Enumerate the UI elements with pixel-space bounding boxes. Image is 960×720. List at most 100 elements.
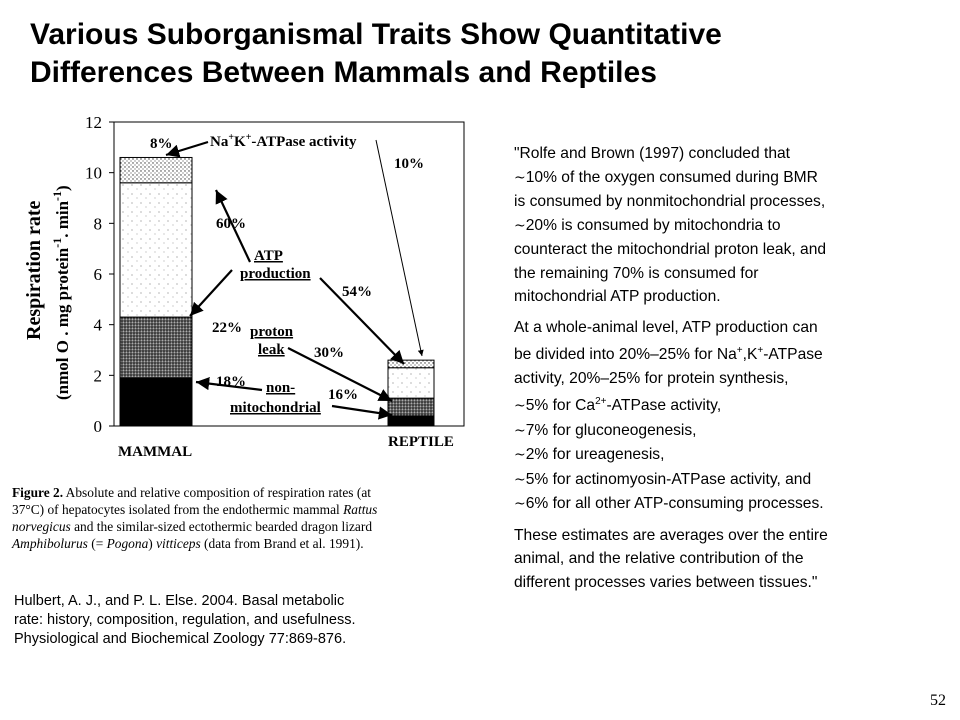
- quote-p1-line-6: the remaining 70% is consumed for: [514, 264, 759, 282]
- quote-p2-line-7-text: 5% for actinomyosin-ATPase activity, and: [525, 470, 812, 488]
- non-mito-label-1: non-: [266, 380, 295, 396]
- arrow-atp-reptile: [319, 277, 405, 365]
- slide-title: Various Suborganismal Traits Show Quanti…: [30, 16, 930, 92]
- tilde-symbol: ~: [514, 422, 526, 439]
- caption-fig-label: Figure 2.: [12, 485, 64, 500]
- y-axis-units-sup-2: -1: [50, 191, 64, 201]
- quote-p3-line-1: These estimates are averages over the en…: [514, 526, 828, 544]
- respiration-chart: 0 2 4 6 8 10 12 Respiration rate (nmol O . mg …: [23, 113, 465, 460]
- citation-line-3: Physiological and Biochemical Zoology 77…: [14, 631, 347, 647]
- quote-p1-line-7: mitochondrial ATP production.: [514, 288, 721, 305]
- pct-reptile-leak: 30%: [314, 345, 344, 361]
- tilde-symbol: ~: [514, 169, 526, 186]
- caption-vitticeps: vitticeps: [156, 536, 201, 551]
- arrow-nonmito-reptile: [331, 404, 393, 420]
- pct-mammal-atpase: 8%: [150, 136, 173, 152]
- category-label-reptile: REPTILE: [388, 434, 454, 450]
- y-tick-label-0: 0: [94, 417, 103, 436]
- quote-p2-line-8: ~6% for all other ATP-consuming processe…: [514, 492, 944, 517]
- sup-2plus: 2+: [595, 396, 607, 408]
- quote-p1-line-2-text: 10% of the oxygen consumed during BMR: [525, 168, 818, 186]
- arrow-nonmito-mammal: [195, 377, 263, 392]
- quote-paragraph-2: At a whole-animal level, ATP production …: [514, 316, 944, 517]
- caption-pogona: Pogona: [106, 536, 149, 551]
- tilde-symbol: ~: [514, 447, 526, 464]
- atpase-text-na: Na: [210, 134, 229, 150]
- proton-leak-label-2: leak: [258, 342, 285, 358]
- quote-p2-line-6-text: 2% for ureagenesis,: [525, 446, 665, 464]
- quote-p1-line-1: "Rolfe and Brown (1997) concluded that: [514, 145, 790, 162]
- sup-plus-1: +: [736, 345, 743, 356]
- atpase-annotation: Na+K+-ATPase activity: [210, 132, 357, 150]
- y-axis-units-text: (nmol O . mg protein: [53, 247, 72, 400]
- quote-p2-line-4a: 5% for Ca: [525, 397, 596, 415]
- bar-reptile-proton-leak: [387, 397, 435, 417]
- caption-rattus: Rattus: [343, 502, 378, 517]
- quote-p1-line-2: ~10% of the oxygen consumed during BMR: [514, 166, 944, 191]
- figure-panel: 0 2 4 6 8 10 12 Respiration rate (nmol O . mg …: [4, 110, 480, 570]
- y-axis-units-tail: . min: [53, 200, 72, 237]
- sup-plus-2: +: [757, 345, 764, 356]
- quote-p2-line-7: ~5% for actinomyosin-ATPase activity, an…: [514, 468, 944, 493]
- arrow-atp-mammal-bottom: [189, 269, 233, 317]
- caption-line-2: 37°C) of hepatocytes isolated from the e…: [12, 502, 344, 517]
- quote-p3-line-3: different processes varies between tissu…: [514, 573, 818, 591]
- figure-caption: Figure 2. Absolute and relative composit…: [12, 484, 476, 552]
- quote-p2-line-2c: -ATPase: [763, 346, 823, 364]
- y-tick-label-8: 8: [94, 214, 103, 233]
- quote-p2-line-8-text: 6% for all other ATP-consuming processes…: [525, 495, 824, 513]
- proton-leak-label-1: proton: [250, 324, 294, 340]
- y-tick-label-10: 10: [85, 164, 102, 183]
- pct-reptile-atpase: 10%: [394, 156, 424, 172]
- quote-paragraph-3: These estimates are averages over the en…: [514, 524, 944, 595]
- atpase-text-k: K: [234, 134, 246, 150]
- bar-mammal-atp-production: [119, 182, 193, 318]
- citation-line-1: Hulbert, A. J., and P. L. Else. 2004. Ba…: [14, 593, 345, 609]
- citation-line-2: rate: history, composition, regulation, …: [14, 612, 356, 628]
- category-label-mammal: MAMMAL: [118, 444, 192, 460]
- quote-paragraph-1: "Rolfe and Brown (1997) concluded that ~…: [514, 142, 944, 309]
- quote-p1-line-5: counteract the mitochondrial proton leak…: [514, 241, 827, 258]
- bar-mammal-non-mitochondrial: [119, 377, 193, 427]
- bar-mammal-proton-leak: [119, 316, 193, 379]
- caption-line-4-mid: (=: [87, 536, 107, 551]
- y-axis-title: Respiration rate: [23, 200, 45, 340]
- bars: [119, 156, 435, 427]
- quote-p2-line-6: ~2% for ureagenesis,: [514, 443, 944, 468]
- slide-title-line-2: Differences Between Mammals and Reptiles: [30, 56, 657, 89]
- quote-p1-line-3: is consumed by nonmitochondrial processe…: [514, 193, 826, 210]
- y-axis: 0 2 4 6 8 10 12: [85, 113, 114, 436]
- quote-p2-line-5: ~7% for gluconeogenesis,: [514, 419, 944, 444]
- arrow-atp-mammal-top: [215, 189, 251, 263]
- y-tick-label-2: 2: [94, 366, 103, 385]
- slide-title-line-1: Various Suborganismal Traits Show Quanti…: [30, 18, 722, 51]
- tilde-symbol: ~: [514, 496, 526, 513]
- pct-reptile-nonmito: 16%: [328, 387, 358, 403]
- caption-norvegicus: norvegicus: [12, 519, 71, 534]
- y-tick-label-12: 12: [85, 113, 102, 132]
- arrow-atpase-reptile: [375, 139, 424, 357]
- tilde-symbol: ~: [514, 398, 526, 415]
- page-number: 52: [930, 692, 946, 709]
- non-mito-label-2: mitochondrial: [230, 400, 321, 416]
- quote-p2-line-2: be divided into 20%–25% for Na+,K+-ATPas…: [514, 339, 944, 367]
- tilde-symbol: ~: [514, 471, 526, 488]
- quote-p2-line-4: ~5% for Ca2+-ATPase activity,: [514, 390, 944, 419]
- y-tick-label-6: 6: [94, 265, 103, 284]
- citation: Hulbert, A. J., and P. L. Else. 2004. Ba…: [14, 592, 470, 649]
- arrow-leak-reptile: [287, 347, 393, 402]
- atp-production-label-2: production: [240, 266, 311, 282]
- caption-line-3: and the similar-sized ectothermic bearde…: [70, 519, 373, 534]
- caption-line-4-mid2: ): [148, 536, 157, 551]
- arrow-atpase-mammal: [165, 140, 209, 158]
- pct-reptile-atp: 54%: [342, 284, 372, 300]
- caption-amphibolurus: Amphibolurus: [12, 536, 88, 551]
- pct-mammal-leak: 22%: [212, 320, 242, 336]
- atpase-text-end: -ATPase activity: [251, 134, 357, 150]
- quote-p2-line-2b: ,K: [742, 346, 758, 364]
- atp-production-label-1: ATP: [254, 248, 283, 264]
- y-axis-units-close: ): [53, 185, 72, 191]
- quote-p2-line-3: activity, 20%–25% for protein synthesis,: [514, 369, 789, 387]
- quote-p3-line-2: animal, and the relative contribution of…: [514, 550, 804, 568]
- caption-line-1: Absolute and relative composition of res…: [63, 485, 371, 500]
